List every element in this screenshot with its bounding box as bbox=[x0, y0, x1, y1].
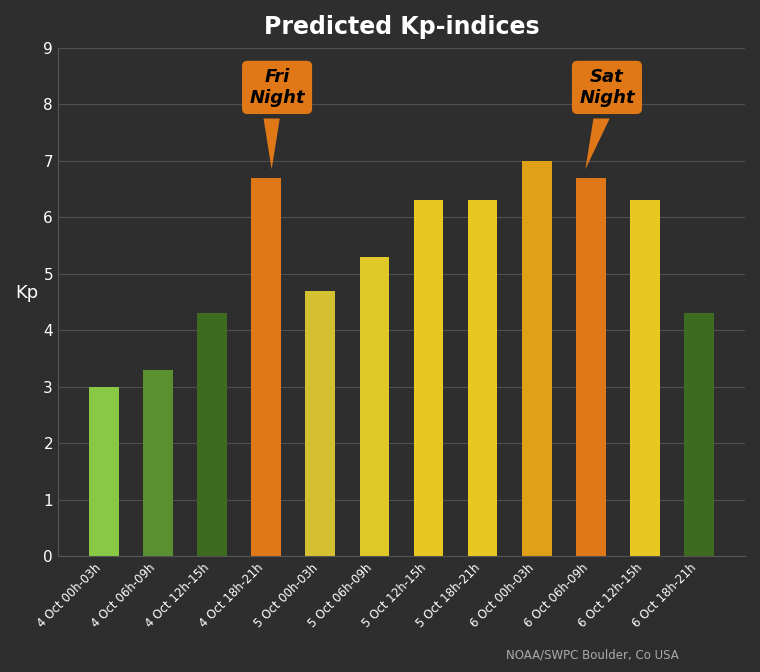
Bar bbox=[576, 178, 606, 556]
Bar bbox=[89, 387, 119, 556]
PathPatch shape bbox=[264, 118, 280, 169]
Bar bbox=[198, 313, 227, 556]
Bar bbox=[630, 200, 660, 556]
Text: NOAA/SWPC Boulder, Co USA: NOAA/SWPC Boulder, Co USA bbox=[506, 648, 679, 661]
Bar bbox=[467, 200, 498, 556]
Text: Fri
Night: Fri Night bbox=[249, 68, 305, 107]
Y-axis label: Kp: Kp bbox=[15, 284, 38, 302]
Bar bbox=[684, 313, 714, 556]
PathPatch shape bbox=[585, 118, 610, 169]
Title: Predicted Kp-indices: Predicted Kp-indices bbox=[264, 15, 540, 39]
Bar bbox=[252, 178, 281, 556]
Bar bbox=[306, 291, 335, 556]
Bar bbox=[143, 370, 173, 556]
Bar bbox=[413, 200, 443, 556]
Bar bbox=[359, 257, 389, 556]
Bar bbox=[522, 161, 552, 556]
Text: Sat
Night: Sat Night bbox=[579, 68, 635, 107]
